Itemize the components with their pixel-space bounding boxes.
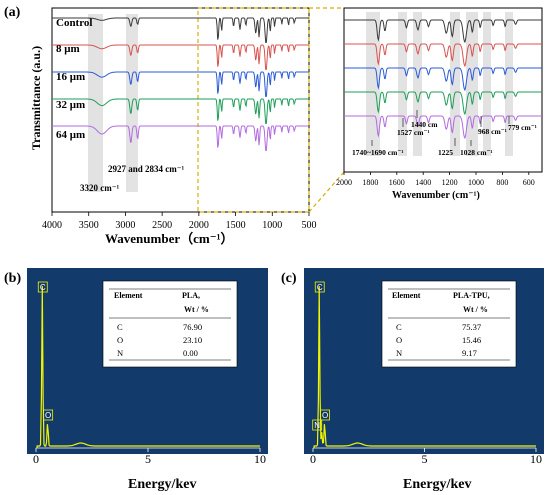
eds-pla-table: Element PLA, Wt / % C 76.90 O 23.10 N 0.…	[102, 280, 238, 368]
spectrum-line-1	[344, 43, 542, 68]
eds-pla-x-axis-label: Energy/kev	[128, 477, 196, 492]
eds-pla-tpu-x-axis-label: Energy/kev	[403, 477, 471, 492]
inset-x-axis-label: Wavenumber (cm⁻¹)	[392, 190, 480, 201]
eds-pla-tpu-table: Element PLA-TPU, Wt / % C 75.37 O 15.46 …	[381, 280, 517, 368]
series-labels: Control 8 μm 16 μm 32 μm 64 μm	[56, 17, 92, 141]
main-x-tick-label: 3000	[115, 220, 135, 231]
eds-peak-label: O	[322, 411, 328, 420]
inset-annotation-1225: 1225	[438, 148, 453, 157]
eds-x-tick-label: 0	[33, 452, 39, 466]
inset-annotation-1440: 1440 cm	[411, 120, 438, 129]
panel-c-label: (c)	[281, 271, 297, 286]
inset-annotation-1740-1690: 1740~1690 cm⁻¹	[352, 148, 404, 157]
eds-x-tick-label: 0	[310, 452, 316, 466]
eds-pla-tpu-table-header-sample: PLA-TPU,	[453, 291, 490, 300]
series-label-16um: 16 μm	[56, 71, 85, 83]
main-x-tick-label: 500	[302, 220, 317, 231]
eds-peak-label: O	[45, 411, 51, 420]
spectrum-line-1	[52, 44, 309, 70]
eds-pla-table-element: C	[117, 322, 123, 332]
inset-x-tick-label: 1800	[362, 178, 378, 187]
inset-x-tick-label: 1000	[468, 178, 484, 187]
eds-pla-spectrum: CO	[35, 281, 261, 452]
main-x-tick-label: 1500	[226, 220, 246, 231]
eds-x-tick-label: 5	[145, 452, 151, 466]
inset-x-tick-label: 1200	[442, 178, 458, 187]
eds-pla-table-header-sample: PLA,	[182, 291, 200, 300]
main-x-tick-label: 1000	[262, 220, 282, 231]
eds-pla-table-header-unit: Wt / %	[184, 305, 209, 314]
inset-annotation-1527: 1527 cm⁻¹	[397, 128, 430, 137]
zoom-region-box	[197, 7, 310, 213]
eds-x-tick-label: 10	[254, 452, 266, 466]
inset-x-ticks: 2000 1800 1600 1400 1200 1000 800 600	[336, 172, 535, 187]
eds-pla-table-header-element: Element	[114, 291, 143, 300]
spectrum-line-2	[344, 67, 542, 92]
eds-pla-tpu-table-header-element: Element	[392, 291, 421, 300]
eds-x-tick-label: 10	[530, 452, 542, 466]
spectrum-line-2	[52, 71, 309, 97]
inset-x-tick-label: 600	[523, 178, 535, 187]
eds-pla-tpu-table-value: 75.37	[462, 322, 481, 332]
main-spectra	[52, 17, 309, 151]
eds-spectrum-line	[313, 285, 536, 448]
eds-peak-box	[320, 409, 330, 421]
eds-peak-box	[37, 281, 48, 293]
annotation-3320: 3320 cm⁻¹	[80, 183, 119, 193]
eds-pla-table-element: O	[117, 335, 123, 345]
eds-pla-table-value: 76.90	[183, 322, 202, 332]
main-x-tick-label: 2000	[189, 220, 209, 231]
spectrum-line-0	[344, 19, 542, 44]
series-label-8um: 8 μm	[56, 43, 80, 55]
zoom-connector-bottom	[308, 171, 345, 213]
inset-annotation-1028: 1028 cm⁻¹	[460, 148, 493, 157]
eds-pla-tpu-spectrum: CNO	[312, 281, 537, 452]
eds-pla-tpu-table-element: O	[396, 335, 402, 345]
eds-peak-box	[312, 419, 323, 431]
spectrum-line-3	[344, 91, 542, 116]
eds-spectrum-line	[36, 285, 260, 448]
inset-x-tick-label: 2000	[336, 178, 352, 187]
panel-a-label: (a)	[4, 5, 21, 20]
series-label-control: Control	[56, 17, 92, 29]
eds-pla-tpu-table-element: N	[396, 348, 402, 358]
eds-peak-box	[43, 409, 54, 421]
main-x-axis-label: Wavenumber（cm⁻¹）	[105, 231, 233, 246]
eds-pla-tpu-table-value: 9.17	[462, 348, 477, 358]
inset-annotation-779: 779 cm⁻¹	[508, 123, 537, 132]
series-label-64um: 64 μm	[56, 129, 85, 141]
inset-annotations	[371, 110, 510, 146]
inset-x-tick-label: 1600	[389, 178, 405, 187]
eds-pla-x-ticks: 0 5 10	[33, 452, 266, 466]
inset-x-tick-label: 1400	[415, 178, 431, 187]
spectrum-line-4	[52, 125, 309, 151]
eds-x-tick-label: 5	[422, 452, 428, 466]
main-y-axis-label: Transmittance (a.u.)	[29, 46, 43, 150]
main-x-tick-label: 3500	[79, 220, 99, 231]
eds-peak-label: C	[317, 283, 323, 292]
eds-peak-box	[314, 281, 325, 293]
eds-pla-tpu-x-ticks: 0 5 10	[310, 452, 542, 466]
main-x-tick-label: 2500	[152, 220, 172, 231]
eds-pla-table-box	[102, 280, 238, 368]
eds-pla-tpu-table-element: C	[396, 322, 402, 332]
main-x-ticks: 4000 3500 3000 2500 2000 1500 1000 500	[42, 212, 317, 231]
spectrum-line-0	[52, 17, 309, 43]
inset-plot-frame	[343, 7, 543, 173]
eds-pla-table-value: 0.00	[183, 348, 198, 358]
inset-x-tick-label: 800	[496, 178, 508, 187]
eds-pla-tpu-table-value: 15.46	[462, 335, 481, 345]
panel-b-label: (b)	[4, 271, 21, 286]
eds-peak-label: C	[40, 283, 46, 292]
annotation-2927-2834: 2927 and 2834 cm⁻¹	[108, 164, 185, 174]
eds-pla-tpu-table-header-unit: Wt / %	[463, 305, 488, 314]
eds-pla-table-element: N	[117, 348, 123, 358]
spectrum-line-3	[52, 98, 309, 124]
eds-pla-tpu-table-box	[381, 280, 517, 368]
series-label-32um: 32 μm	[56, 99, 85, 111]
inset-annotation-968: 968 cm⁻¹	[478, 127, 507, 136]
eds-pla-table-value: 23.10	[183, 335, 202, 345]
eds-peak-label: N	[314, 421, 320, 430]
main-x-tick-label: 4000	[42, 220, 62, 231]
